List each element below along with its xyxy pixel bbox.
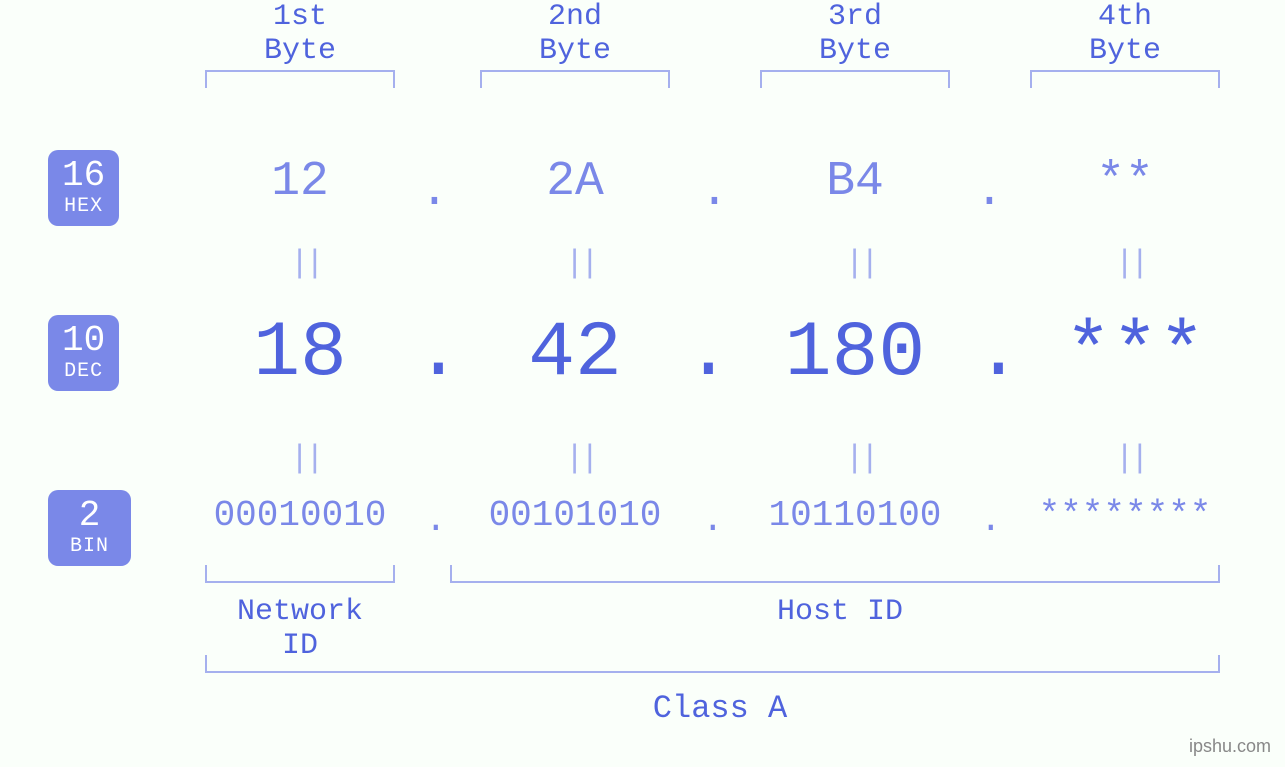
class-bracket bbox=[205, 655, 1220, 673]
bin-byte-4: ******** bbox=[1020, 495, 1230, 536]
dec-dot-2: . bbox=[685, 310, 732, 398]
network-label: Network ID bbox=[210, 595, 390, 663]
hex-byte-1: 12 bbox=[240, 155, 360, 209]
dec-dot-3: . bbox=[975, 310, 1022, 398]
eq-4b: || bbox=[1115, 440, 1145, 477]
hex-dot-1: . bbox=[420, 165, 449, 219]
dec-dot-1: . bbox=[415, 310, 462, 398]
byte-bracket-1 bbox=[205, 70, 395, 88]
byte-label-4: 4th Byte bbox=[1055, 0, 1195, 68]
byte-label-2: 2nd Byte bbox=[505, 0, 645, 68]
byte-label-1: 1st Byte bbox=[230, 0, 370, 68]
hex-byte-4: ** bbox=[1065, 155, 1185, 209]
eq-2b: || bbox=[565, 440, 595, 477]
eq-3b: || bbox=[845, 440, 875, 477]
hex-badge-num: 16 bbox=[62, 156, 105, 196]
bin-dot-1: . bbox=[425, 500, 447, 541]
eq-2a: || bbox=[565, 245, 595, 282]
class-label: Class A bbox=[640, 690, 800, 727]
byte-label-3: 3rd Byte bbox=[785, 0, 925, 68]
eq-4a: || bbox=[1115, 245, 1145, 282]
dec-byte-4: *** bbox=[1035, 310, 1235, 398]
hex-badge: 16 HEX bbox=[48, 150, 119, 226]
hex-dot-2: . bbox=[700, 165, 729, 219]
bin-byte-2: 00101010 bbox=[470, 495, 680, 536]
dec-byte-3: 180 bbox=[755, 310, 955, 398]
host-bracket bbox=[450, 565, 1220, 583]
watermark: ipshu.com bbox=[1189, 736, 1271, 757]
host-label: Host ID bbox=[770, 595, 910, 629]
byte-bracket-3 bbox=[760, 70, 950, 88]
bin-badge-txt: BIN bbox=[70, 536, 109, 558]
bin-byte-3: 10110100 bbox=[750, 495, 960, 536]
eq-1b: || bbox=[290, 440, 320, 477]
bin-badge-num: 2 bbox=[70, 496, 109, 536]
byte-bracket-2 bbox=[480, 70, 670, 88]
dec-byte-1: 18 bbox=[220, 310, 380, 398]
hex-badge-txt: HEX bbox=[62, 196, 105, 218]
bin-badge: 2 BIN bbox=[48, 490, 131, 566]
bin-byte-1: 00010010 bbox=[195, 495, 405, 536]
hex-byte-3: B4 bbox=[795, 155, 915, 209]
dec-badge-num: 10 bbox=[62, 321, 105, 361]
dec-badge-txt: DEC bbox=[62, 361, 105, 383]
bin-dot-2: . bbox=[702, 500, 724, 541]
hex-byte-2: 2A bbox=[515, 155, 635, 209]
dec-byte-2: 42 bbox=[495, 310, 655, 398]
eq-3a: || bbox=[845, 245, 875, 282]
dec-badge: 10 DEC bbox=[48, 315, 119, 391]
network-bracket bbox=[205, 565, 395, 583]
bin-dot-3: . bbox=[980, 500, 1002, 541]
ip-diagram: 1st Byte 2nd Byte 3rd Byte 4th Byte 16 H… bbox=[0, 0, 1285, 767]
hex-dot-3: . bbox=[975, 165, 1004, 219]
byte-bracket-4 bbox=[1030, 70, 1220, 88]
eq-1a: || bbox=[290, 245, 320, 282]
